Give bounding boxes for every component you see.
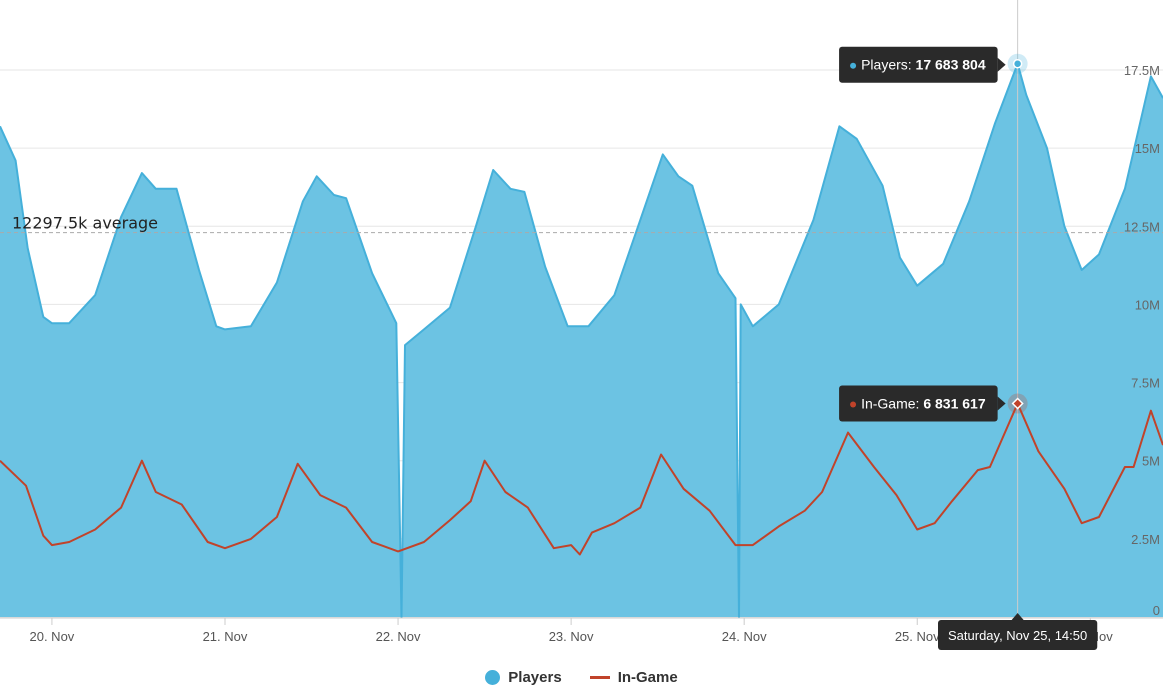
players-tooltip-arrow [997, 57, 1006, 72]
ingame-line[interactable] [0, 402, 1163, 556]
ingame-tooltip-label: In-Game: [861, 396, 919, 412]
players-line[interactable] [0, 62, 1163, 618]
average-label: 12297.5k average [12, 214, 158, 233]
x-tick-label: 25. Nov [895, 629, 940, 644]
y-tick-label: 5M [1142, 454, 1160, 469]
date-tooltip-arrow [1011, 613, 1024, 620]
players-tooltip: Players: 17 683 804 [839, 46, 1006, 83]
x-tick-label: 23. Nov [549, 629, 594, 644]
legend-label-ingame: In-Game [617, 668, 678, 686]
players-tooltip-box [839, 46, 998, 83]
legend-item-players[interactable]: Players [485, 668, 562, 686]
y-tick-label: 7.5M [1131, 376, 1160, 391]
x-tick-label: 21. Nov [203, 629, 248, 644]
y-tick-label: 0 [1153, 603, 1160, 618]
date-tooltip-box [938, 620, 1098, 650]
ingame-tooltip-value: 6 831 617 [923, 396, 985, 412]
y-tick-label: 15M [1135, 141, 1160, 156]
ingame-legend-marker [589, 675, 610, 679]
chart-legend: Players In-Game [0, 664, 1163, 690]
ingame-tooltip-box [839, 385, 998, 422]
x-tick-label: 20. Nov [30, 629, 75, 644]
ingame-tooltip-arrow [997, 396, 1006, 411]
players-legend-marker [485, 669, 501, 685]
players-hover-marker [1007, 53, 1028, 74]
ingame-marker-diamond [1011, 397, 1024, 410]
players-tooltip-dot [850, 62, 857, 69]
y-tick-label: 17.5M [1124, 63, 1160, 78]
players-tooltip-value: 17 683 804 [916, 57, 986, 73]
y-tick-label: 2.5M [1131, 532, 1160, 547]
legend-item-ingame[interactable]: In-Game [589, 668, 678, 686]
players-tooltip-text: Players: 17 683 804 [861, 57, 986, 73]
legend-label-players: Players [508, 668, 562, 686]
date-tooltip: Saturday, Nov 25, 14:50 [938, 613, 1098, 650]
ingame-tooltip: In-Game: 6 831 617 [839, 385, 1006, 422]
ingame-tooltip-dot [850, 401, 857, 408]
ingame-hover-marker [1007, 393, 1028, 414]
y-tick-label: 10M [1135, 297, 1160, 312]
players-marker-dot [1012, 58, 1023, 69]
y-axis-ticks: 0 2.5M 5M 7.5M 10M 12.5M 15M 17.5M [1124, 63, 1160, 618]
players-tooltip-label: Players: [861, 57, 912, 73]
y-tick-label: 12.5M [1124, 219, 1160, 234]
x-tick-label: 24. Nov [722, 629, 767, 644]
players-area[interactable] [0, 63, 1163, 617]
date-tooltip-text: Saturday, Nov 25, 14:50 [948, 628, 1087, 643]
player-count-chart[interactable]: 12297.5k average 0 2.5M 5M 7.5M 10M 12.5M 15M 1… [0, 0, 1163, 660]
x-tick-label: 22. Nov [376, 629, 421, 644]
ingame-tooltip-text: In-Game: 6 831 617 [861, 396, 986, 412]
